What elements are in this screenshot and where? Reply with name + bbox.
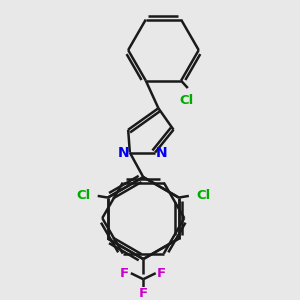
Text: F: F <box>120 267 129 280</box>
Text: Cl: Cl <box>76 189 90 203</box>
Text: Cl: Cl <box>179 94 193 107</box>
Text: N: N <box>118 146 130 160</box>
Text: Cl: Cl <box>196 189 211 203</box>
Text: F: F <box>157 267 166 280</box>
Text: F: F <box>139 287 148 300</box>
Text: N: N <box>155 146 167 160</box>
